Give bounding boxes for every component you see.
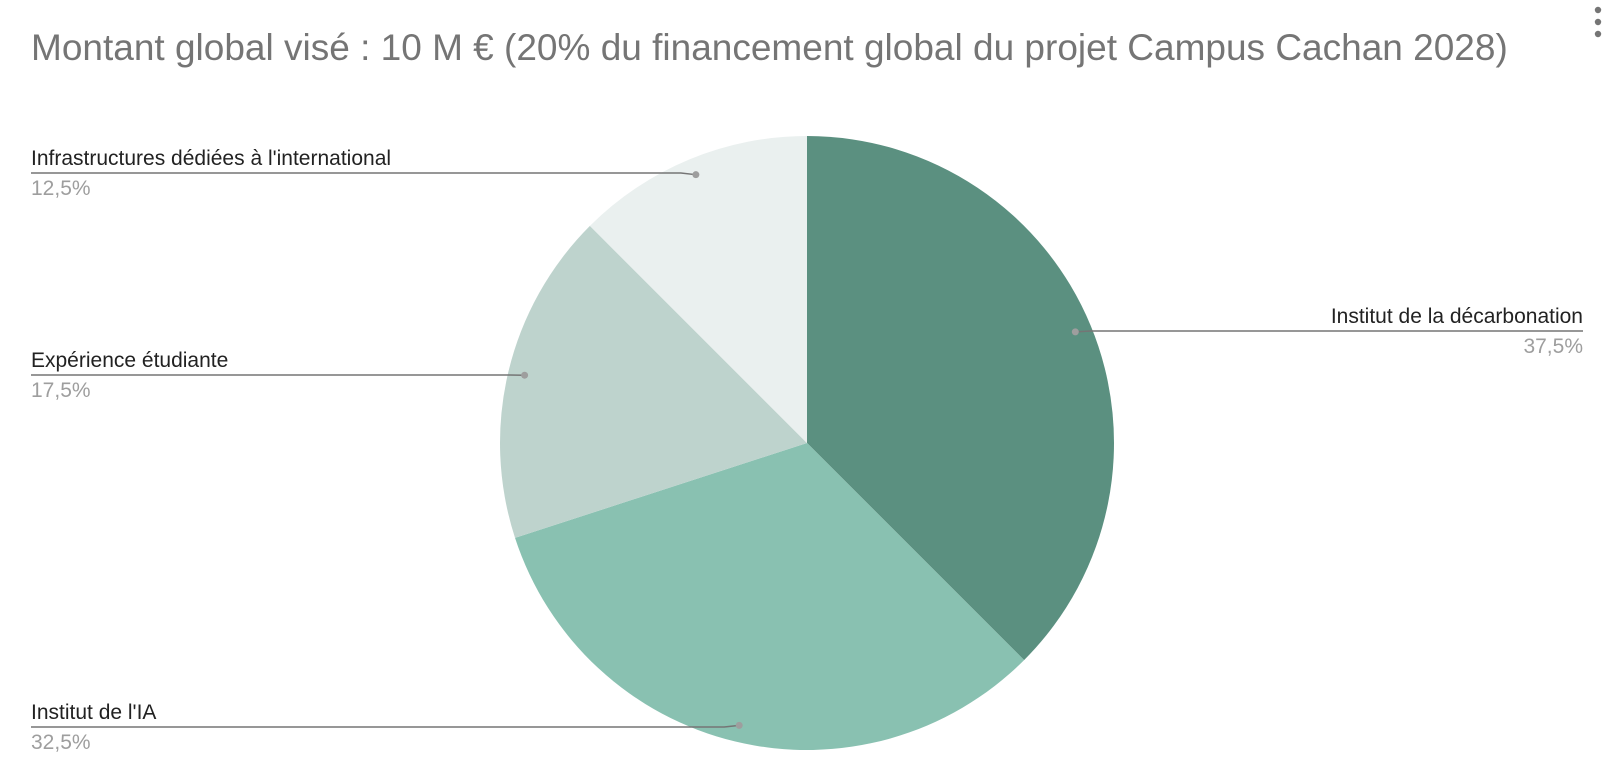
pie-slice bbox=[499, 225, 807, 538]
slice-label: Expérience étudiante bbox=[31, 349, 228, 372]
leader-line bbox=[31, 724, 740, 728]
chart-title: Montant global visé : 10 M € (20% du fin… bbox=[31, 27, 1508, 68]
leader-dot bbox=[692, 171, 700, 179]
slice-value-label: 37,5% bbox=[1523, 335, 1583, 358]
slice-value-label: 12,5% bbox=[31, 177, 91, 200]
pie-slice bbox=[589, 136, 807, 443]
menu-dot bbox=[1594, 18, 1602, 26]
leader-line bbox=[1075, 330, 1583, 333]
menu-dot bbox=[1594, 30, 1602, 38]
more-menu-icon[interactable] bbox=[1594, 6, 1602, 38]
slice-value-label: 32,5% bbox=[31, 731, 91, 754]
slice-label: Infrastructures dédiées à l'internationa… bbox=[31, 147, 391, 170]
leader-dot bbox=[1071, 328, 1079, 336]
slice-value-label: 17,5% bbox=[31, 379, 91, 402]
slice-label: Institut de la décarbonation bbox=[1331, 305, 1583, 328]
slice-label: Institut de l'IA bbox=[31, 701, 156, 724]
leader-line bbox=[31, 172, 696, 176]
pie-slice bbox=[807, 136, 1114, 661]
leader-dot bbox=[735, 721, 743, 729]
pie-slice bbox=[515, 443, 1025, 751]
leader-dot bbox=[521, 371, 529, 379]
menu-dot bbox=[1594, 6, 1602, 14]
